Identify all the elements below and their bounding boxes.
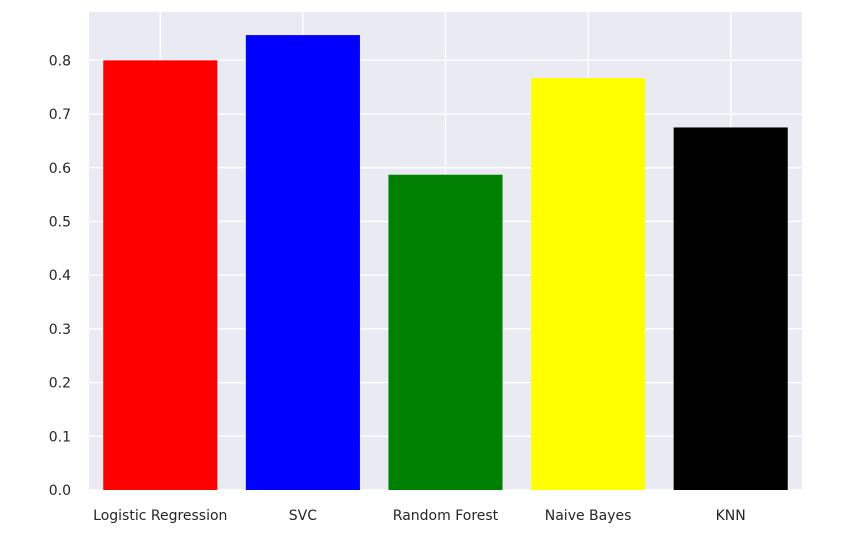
- x-tick-label: Logistic Regression: [93, 508, 227, 524]
- y-tick-label: 0.0: [49, 483, 71, 499]
- x-tick-label: KNN: [716, 508, 746, 524]
- bar-naive-bayes: [531, 78, 646, 491]
- bar-knn: [673, 127, 788, 490]
- y-tick-label: 0.7: [49, 107, 71, 123]
- y-tick-label: 0.3: [49, 322, 71, 338]
- y-tick-label: 0.5: [49, 214, 71, 230]
- x-tick-label: Naive Bayes: [545, 508, 632, 524]
- y-tick-label: 0.6: [49, 161, 71, 177]
- x-tick-label: Random Forest: [393, 508, 499, 524]
- y-tick-label: 0.2: [49, 376, 71, 392]
- bar-svc: [245, 35, 360, 490]
- bar-logistic-regression: [103, 60, 218, 491]
- bars: [103, 35, 788, 491]
- x-tick-label: SVC: [289, 508, 317, 524]
- y-axis-tick-labels: 0.0 0.1 0.2 0.3 0.4 0.5 0.6 0.7 0.8: [49, 53, 71, 499]
- y-tick-label: 0.1: [49, 429, 71, 445]
- x-axis-tick-labels: Logistic Regression SVC Random Forest Naive…: [93, 508, 746, 524]
- bar-random-forest: [388, 174, 503, 490]
- y-tick-label: 0.8: [49, 53, 71, 69]
- y-tick-label: 0.4: [49, 268, 71, 284]
